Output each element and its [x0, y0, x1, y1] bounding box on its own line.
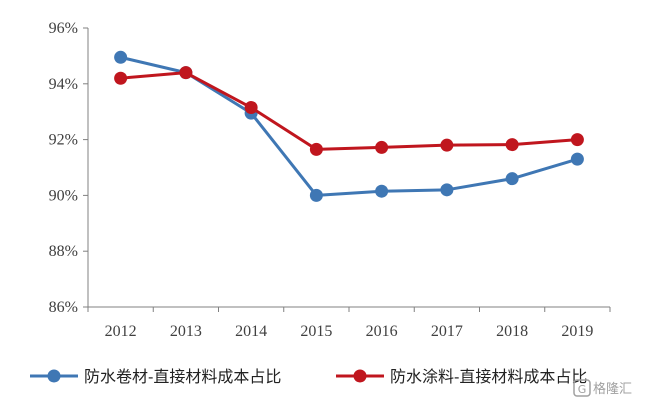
legend-label: 防水涂料-直接材料成本占比: [390, 367, 587, 386]
data-point: [309, 142, 323, 156]
x-tick-label: 2014: [235, 323, 267, 340]
legend-swatch-marker: [353, 369, 367, 383]
data-point: [114, 71, 128, 85]
data-point: [570, 133, 584, 147]
data-point: [179, 66, 193, 80]
x-tick-label: 2017: [431, 323, 463, 340]
y-tick-label: 90%: [49, 187, 78, 204]
data-point: [570, 152, 584, 166]
watermark-logo-glyph: G: [578, 383, 587, 396]
data-point: [375, 140, 389, 154]
y-tick-label: 96%: [49, 20, 78, 37]
data-point: [505, 172, 519, 186]
x-tick-label: 2019: [561, 323, 593, 340]
x-tick-label: 2018: [496, 323, 528, 340]
legend-item-2: 防水涂料-直接材料成本占比: [336, 367, 587, 386]
data-point: [440, 138, 454, 152]
data-point: [440, 183, 454, 197]
legend: 防水卷材-直接材料成本占比 防水涂料-直接材料成本占比: [30, 367, 587, 386]
y-tick-label: 88%: [49, 243, 78, 260]
data-point: [505, 138, 519, 152]
legend-label: 防水卷材-直接材料成本占比: [84, 367, 281, 386]
x-tick-label: 2012: [105, 323, 137, 340]
watermark-text: 格隆汇: [593, 381, 632, 397]
data-point: [309, 188, 323, 202]
y-tick-label: 94%: [49, 76, 78, 93]
y-tick-label: 86%: [49, 299, 78, 316]
legend-swatch-marker: [47, 369, 61, 383]
series-line: [120, 71, 578, 151]
data-point: [375, 184, 389, 198]
watermark-logo-icon: [573, 379, 591, 397]
x-axis: 2012 2013 2014 2015 2016 2017 2018 2019: [87, 306, 611, 340]
data-point: [114, 50, 128, 64]
series-2: [114, 66, 584, 156]
series-layer: [114, 50, 584, 202]
legend-item-1: 防水卷材-直接材料成本占比: [30, 367, 281, 386]
watermark: G 格隆汇: [573, 379, 632, 397]
x-tick-label: 2016: [366, 323, 398, 340]
y-tick-label: 92%: [49, 132, 78, 149]
x-tick-label: 2015: [300, 323, 332, 340]
y-axis: 86% 88% 90% 92% 94% 96%: [49, 20, 89, 316]
x-tick-label: 2013: [170, 323, 202, 340]
data-point: [244, 101, 258, 115]
